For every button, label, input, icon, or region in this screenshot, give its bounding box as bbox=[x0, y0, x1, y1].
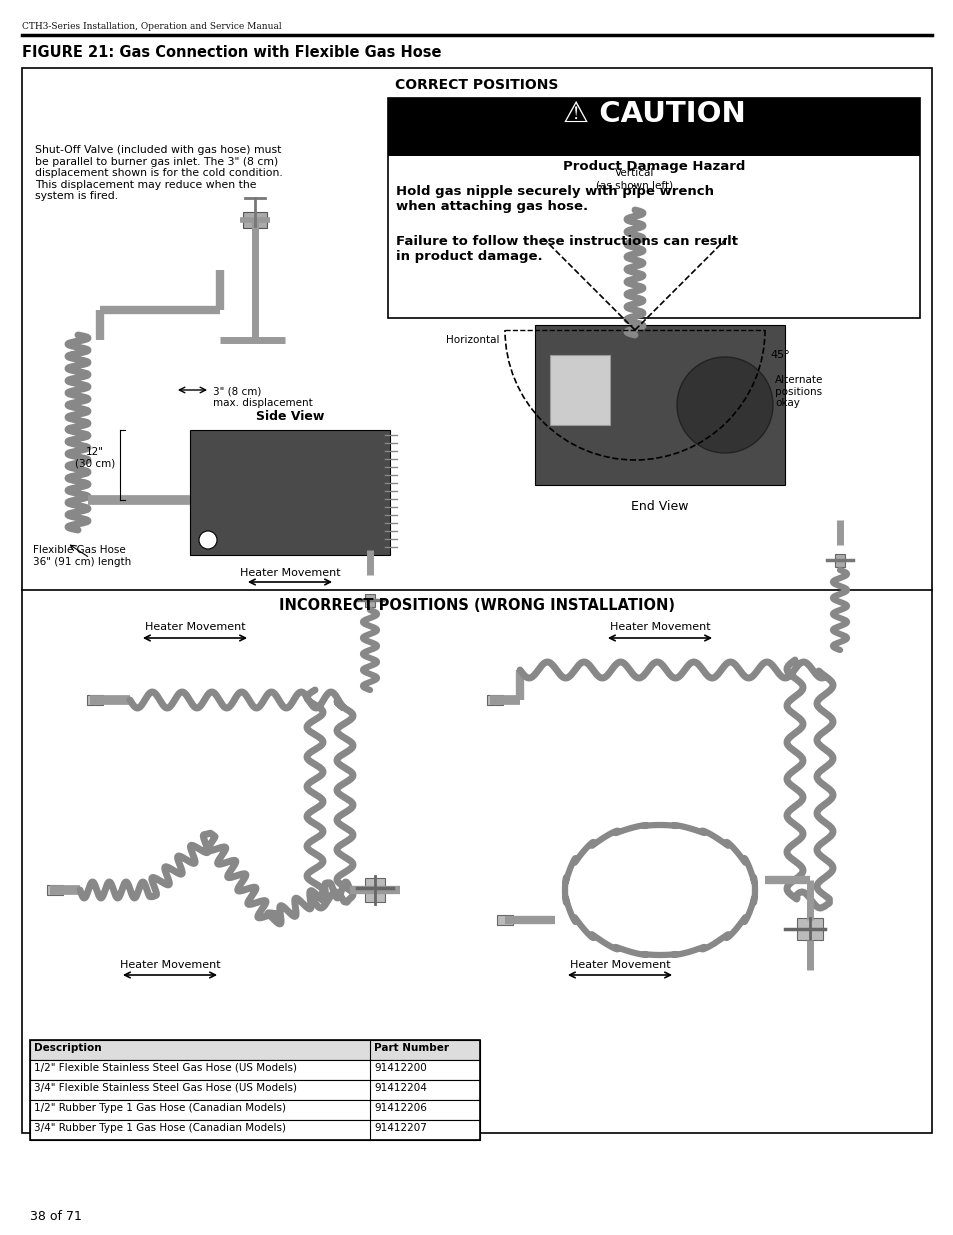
Text: Vertical
(as shown left): Vertical (as shown left) bbox=[596, 168, 673, 190]
Text: 91412206: 91412206 bbox=[374, 1103, 426, 1113]
Text: FIGURE 21: Gas Connection with Flexible Gas Hose: FIGURE 21: Gas Connection with Flexible … bbox=[22, 44, 441, 61]
Bar bbox=[365, 594, 375, 606]
Bar bbox=[550, 354, 609, 425]
Text: Part Number: Part Number bbox=[374, 1044, 449, 1053]
Text: Heater Movement: Heater Movement bbox=[119, 960, 220, 969]
Text: Shut-Off Valve (included with gas hose) must
be parallel to burner gas inlet. Th: Shut-Off Valve (included with gas hose) … bbox=[35, 144, 282, 201]
Text: 91412204: 91412204 bbox=[374, 1083, 426, 1093]
Text: 3/4" Flexible Stainless Steel Gas Hose (US Models): 3/4" Flexible Stainless Steel Gas Hose (… bbox=[34, 1083, 296, 1093]
Text: Heater Movement: Heater Movement bbox=[239, 568, 340, 578]
Bar bbox=[388, 98, 919, 317]
Text: Horizontal: Horizontal bbox=[446, 335, 499, 345]
Bar bbox=[30, 1060, 479, 1079]
Text: Heater Movement: Heater Movement bbox=[609, 622, 710, 632]
Bar bbox=[365, 878, 385, 902]
Text: 1/2" Rubber Type 1 Gas Hose (Canadian Models): 1/2" Rubber Type 1 Gas Hose (Canadian Mo… bbox=[34, 1103, 286, 1113]
Text: 1/2" Flexible Stainless Steel Gas Hose (US Models): 1/2" Flexible Stainless Steel Gas Hose (… bbox=[34, 1063, 296, 1073]
Text: 38 of 71: 38 of 71 bbox=[30, 1210, 82, 1223]
Bar bbox=[796, 918, 822, 940]
Text: 12"
(30 cm): 12" (30 cm) bbox=[74, 447, 115, 469]
Circle shape bbox=[677, 357, 772, 453]
Text: 91412207: 91412207 bbox=[374, 1123, 426, 1132]
Text: Alternate
positions
okay: Alternate positions okay bbox=[774, 375, 822, 409]
Circle shape bbox=[199, 531, 216, 550]
Bar bbox=[30, 1040, 479, 1140]
Bar bbox=[497, 915, 513, 925]
Text: Flexible Gas Hose
36" (91 cm) length: Flexible Gas Hose 36" (91 cm) length bbox=[33, 545, 132, 567]
Text: Heater Movement: Heater Movement bbox=[569, 960, 670, 969]
Bar bbox=[835, 553, 843, 567]
Text: CORRECT POSITIONS: CORRECT POSITIONS bbox=[395, 78, 558, 91]
Bar bbox=[30, 1100, 479, 1120]
Text: 91412200: 91412200 bbox=[374, 1063, 426, 1073]
Bar bbox=[30, 1120, 479, 1140]
Text: Product Damage Hazard: Product Damage Hazard bbox=[562, 161, 744, 173]
Bar bbox=[243, 212, 267, 228]
Text: ⚠ CAUTION: ⚠ CAUTION bbox=[562, 100, 744, 128]
Bar bbox=[87, 695, 103, 705]
Bar bbox=[486, 695, 502, 705]
Bar bbox=[30, 1079, 479, 1100]
Text: Description: Description bbox=[34, 1044, 102, 1053]
Text: INCORRECT POSITIONS (WRONG INSTALLATION): INCORRECT POSITIONS (WRONG INSTALLATION) bbox=[278, 598, 675, 613]
Bar bbox=[30, 1040, 479, 1060]
Bar bbox=[190, 430, 390, 555]
Text: Heater Movement: Heater Movement bbox=[145, 622, 245, 632]
Bar bbox=[535, 325, 784, 485]
Text: End View: End View bbox=[631, 500, 688, 513]
Bar bbox=[47, 885, 63, 895]
Text: 45°: 45° bbox=[769, 350, 789, 359]
Text: Side View: Side View bbox=[255, 410, 324, 424]
Text: CTH3-Series Installation, Operation and Service Manual: CTH3-Series Installation, Operation and … bbox=[22, 22, 281, 31]
Text: Hold gas nipple securely with pipe wrench
when attaching gas hose.: Hold gas nipple securely with pipe wrenc… bbox=[395, 185, 713, 212]
Bar bbox=[22, 68, 931, 1132]
Text: 3/4" Rubber Type 1 Gas Hose (Canadian Models): 3/4" Rubber Type 1 Gas Hose (Canadian Mo… bbox=[34, 1123, 286, 1132]
Bar bbox=[388, 98, 919, 156]
Text: Failure to follow these instructions can result
in product damage.: Failure to follow these instructions can… bbox=[395, 235, 738, 263]
Text: 3" (8 cm)
max. displacement: 3" (8 cm) max. displacement bbox=[213, 387, 313, 408]
